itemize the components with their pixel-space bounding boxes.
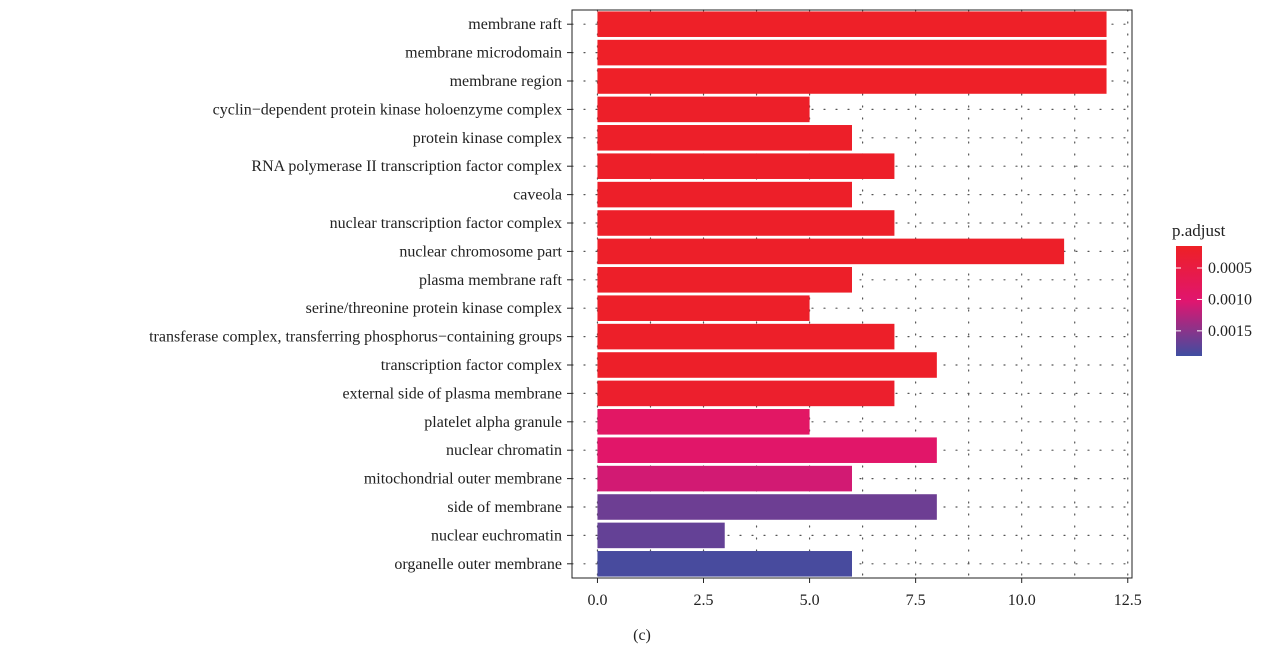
bar xyxy=(597,494,937,520)
category-label: side of membrane xyxy=(447,499,562,516)
bar xyxy=(597,323,895,350)
category-label: nuclear transcription factor complex xyxy=(330,215,562,232)
category-label: external side of plasma membrane xyxy=(343,385,562,402)
bar xyxy=(597,96,810,123)
category-label: membrane region xyxy=(450,73,562,90)
bar xyxy=(597,153,895,179)
grid-lines xyxy=(571,9,1133,579)
x-tick-label: 10.0 xyxy=(1008,592,1036,609)
x-tick-label: 0.0 xyxy=(587,592,607,609)
bar xyxy=(597,125,852,151)
legend: p.adjust 0.0005 0.0010 0.0015 xyxy=(1172,221,1252,356)
bar xyxy=(597,295,810,321)
bar xyxy=(597,551,852,577)
x-tick-label: 5.0 xyxy=(800,592,820,609)
bar xyxy=(597,437,937,463)
legend-label: 0.0015 xyxy=(1208,323,1252,340)
legend-title: p.adjust xyxy=(1172,221,1226,240)
plot-panel-border xyxy=(571,9,1133,579)
category-label: organelle outer membrane xyxy=(394,556,562,573)
bar xyxy=(597,352,937,378)
category-label: nuclear euchromatin xyxy=(431,527,562,544)
bar xyxy=(597,522,725,549)
x-tick-label: 2.5 xyxy=(694,592,714,609)
category-label: RNA polymerase II transcription factor c… xyxy=(251,158,562,175)
x-tick-label: 7.5 xyxy=(906,592,926,609)
category-label: membrane microdomain xyxy=(405,45,562,62)
category-label: serine/threonine protein kinase complex xyxy=(306,300,562,317)
category-label: mitochondrial outer membrane xyxy=(364,471,562,488)
bar xyxy=(597,210,895,236)
category-label: protein kinase complex xyxy=(413,130,562,147)
legend-colorbar xyxy=(1176,246,1202,356)
x-axis-ticks: 0.0 2.5 5.0 7.5 10.0 12.5 xyxy=(587,578,1142,609)
legend-label: 0.0010 xyxy=(1208,291,1252,308)
category-label: caveola xyxy=(513,187,562,204)
bar xyxy=(597,181,852,208)
bar xyxy=(597,68,1107,94)
bar xyxy=(597,238,1065,265)
category-label: transcription factor complex xyxy=(381,357,562,374)
category-label: platelet alpha granule xyxy=(424,414,562,431)
bar xyxy=(597,409,810,435)
category-label: cyclin−dependent protein kinase holoenzy… xyxy=(213,101,562,118)
category-label: nuclear chromosome part xyxy=(399,243,562,260)
category-label: membrane raft xyxy=(468,16,562,33)
category-label: transferase complex, transferring phosph… xyxy=(149,329,562,346)
x-tick-label: 12.5 xyxy=(1114,592,1142,609)
legend-label: 0.0005 xyxy=(1208,260,1252,277)
category-label: nuclear chromatin xyxy=(446,442,562,459)
bars xyxy=(597,11,1107,577)
bar xyxy=(597,465,852,492)
bar xyxy=(597,380,895,407)
bar xyxy=(597,39,1107,66)
category-label: plasma membrane raft xyxy=(419,272,563,289)
bar xyxy=(597,267,852,293)
figure-caption: (c) xyxy=(633,627,651,644)
category-labels: membrane raft membrane microdomain membran… xyxy=(149,16,572,573)
bar xyxy=(597,11,1107,37)
